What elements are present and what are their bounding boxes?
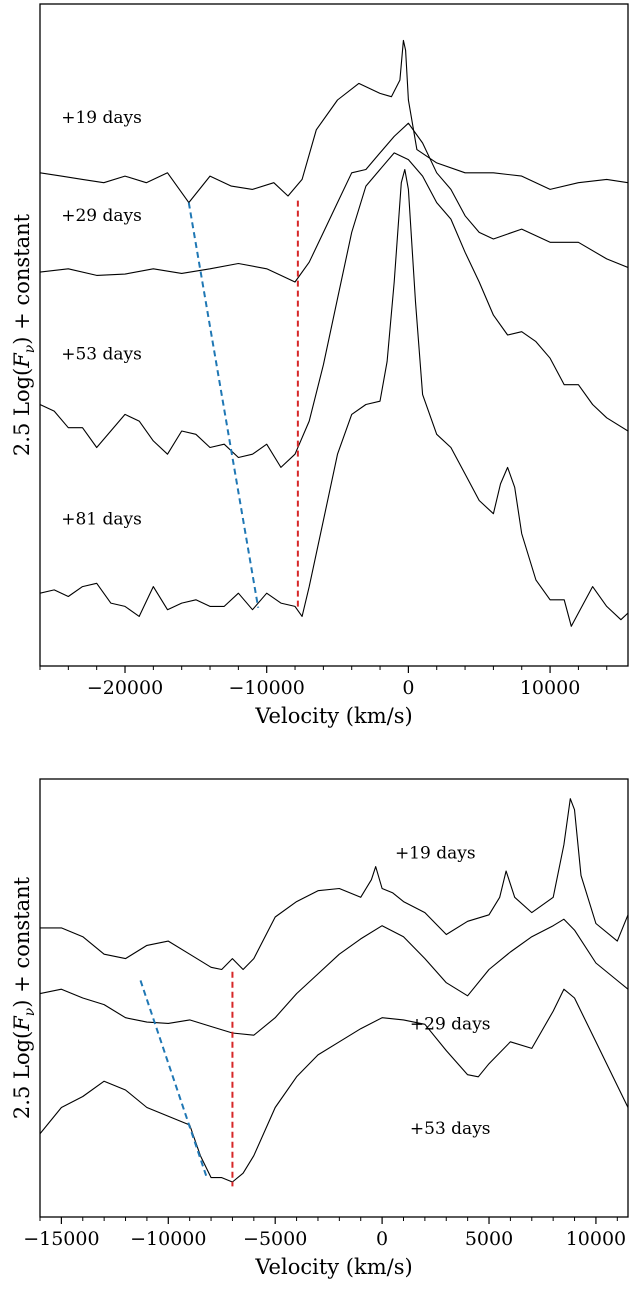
epoch-label: +53 days: [410, 1119, 491, 1139]
y-axis-label-subscript: ν: [22, 1007, 38, 1016]
x-tick-label: −5000: [243, 1228, 307, 1250]
x-axis-label: Velocity (km/s): [254, 704, 412, 728]
spectrum-line: [40, 798, 628, 971]
spectrum-line: [40, 122, 628, 283]
epoch-label: +53 days: [61, 344, 142, 364]
x-tick-label: 0: [402, 677, 414, 699]
spectrum-line: [40, 988, 628, 1183]
y-axis-label: 2.5 Log(Fν) + constant: [10, 876, 38, 1119]
spectrum-line: [40, 168, 628, 627]
panel-bottom: +19 days +29 days +53 days −15000 −10000 −500…: [10, 778, 629, 1279]
axes-frame: [39, 778, 629, 1218]
plot-area: [40, 798, 628, 1187]
x-tick-label: −10000: [130, 1228, 206, 1250]
x-tick-label: 5000: [465, 1228, 513, 1250]
epoch-label: +81 days: [61, 509, 142, 529]
y-axis-label-subscript: ν: [22, 344, 38, 353]
x-axis-label: Velocity (km/s): [254, 1255, 412, 1279]
x-tick-label: 10000: [566, 1228, 626, 1250]
y-axis-label: 2.5 Log(Fν) + constant: [10, 213, 38, 456]
y-axis-label-flux: F: [10, 352, 34, 369]
y-axis-label-flux: F: [10, 1015, 34, 1032]
x-tick-label: −15000: [23, 1228, 99, 1250]
y-axis-label-suffix: ) + constant: [10, 213, 34, 344]
epoch-label: +19 days: [61, 108, 142, 128]
epoch-label: +19 days: [395, 844, 476, 864]
x-tick-label: 10000: [520, 677, 580, 699]
panel-top: +19 days +29 days +53 days +81 days −20000 −1…: [10, 3, 629, 728]
y-axis-label-suffix: ) + constant: [10, 876, 34, 1007]
plot-area: [40, 39, 628, 627]
x-tick-label: 0: [376, 1228, 388, 1250]
x-tick-label: −10000: [229, 677, 305, 699]
x-tick-label: −20000: [87, 677, 163, 699]
spectrum-line: [40, 152, 628, 468]
axes-frame: [39, 3, 629, 667]
epoch-label: +29 days: [410, 1015, 491, 1035]
y-axis-label-prefix: 2.5 Log(: [10, 368, 34, 456]
spectrum-line: [40, 918, 628, 1036]
y-axis-label-prefix: 2.5 Log(: [10, 1031, 34, 1119]
epoch-label: +29 days: [61, 206, 142, 226]
velocity-marker-line: [187, 202, 260, 608]
velocity-marker-line: [139, 980, 208, 1178]
spectrum-line: [40, 39, 628, 204]
